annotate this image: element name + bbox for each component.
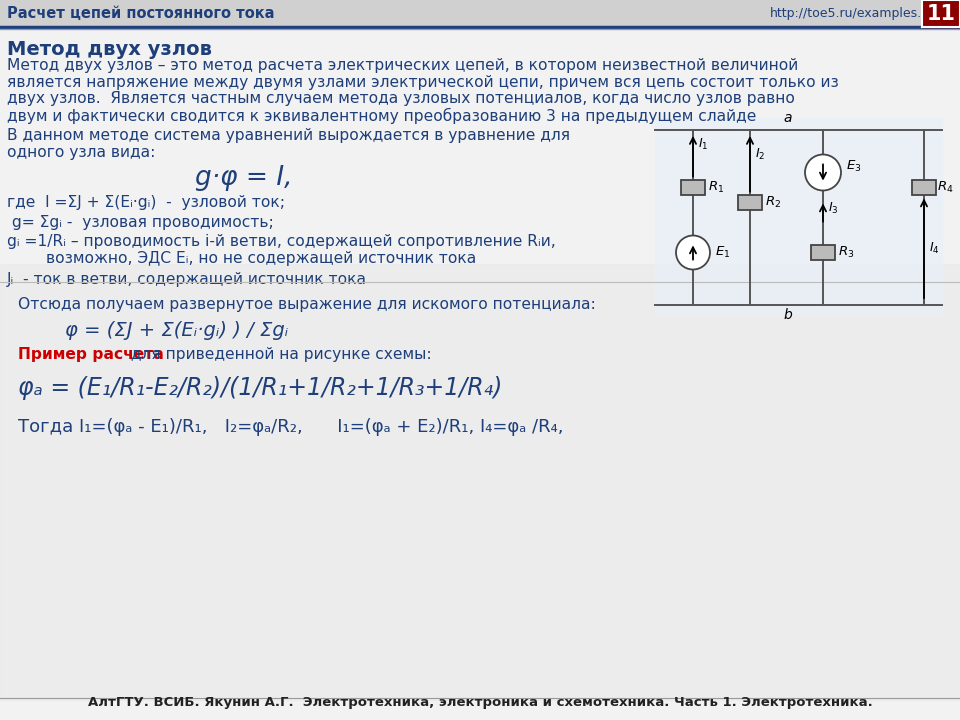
Text: Тогда I₁=(φₐ - E₁)/R₁,   I₂=φₐ/R₂,      I₁=(φₐ + E₂)/R₁, I₄=φₐ /R₄,: Тогда I₁=(φₐ - E₁)/R₁, I₂=φₐ/R₂, I₁=(φₐ … — [18, 418, 564, 436]
Bar — [912, 180, 936, 195]
Text: двум и фактически сводится к эквивалентному преобразованию 3 на предыдущем слайд: двум и фактически сводится к эквивалентн… — [7, 107, 756, 124]
Text: где  I =ΣJ + Σ(Eᵢ·gᵢ)  -  узловой ток;: где I =ΣJ + Σ(Eᵢ·gᵢ) - узловой ток; — [7, 195, 285, 210]
Text: $I_3$: $I_3$ — [828, 201, 839, 216]
Text: g= Σgᵢ -  узловая проводимость;: g= Σgᵢ - узловая проводимость; — [7, 215, 274, 230]
Text: является напряжение между двумя узлами электрической цепи, причем вся цепь состо: является напряжение между двумя узлами э… — [7, 74, 839, 89]
Text: $R_4$: $R_4$ — [937, 180, 953, 195]
Text: $R_3$: $R_3$ — [838, 245, 854, 260]
Text: $I_1$: $I_1$ — [698, 138, 708, 153]
Bar — [681, 180, 705, 195]
Text: http://toe5.ru/examples.php: http://toe5.ru/examples.php — [770, 6, 946, 19]
Text: $R_1$: $R_1$ — [708, 180, 724, 195]
Bar — [922, 0, 960, 27]
Bar — [0, 0, 960, 26]
Text: gᵢ =1/Rᵢ – проводимость i-й ветви, содержащей сопротивление Rᵢи,: gᵢ =1/Rᵢ – проводимость i-й ветви, содер… — [7, 234, 556, 249]
Text: возможно, ЭДС Eᵢ, но не содержащей источник тока: возможно, ЭДС Eᵢ, но не содержащей источ… — [7, 251, 476, 266]
Text: 11: 11 — [926, 4, 955, 24]
Bar — [655, 118, 942, 313]
Text: $I_4$: $I_4$ — [929, 240, 940, 256]
Text: $R_2$: $R_2$ — [765, 195, 781, 210]
Text: b: b — [783, 308, 792, 322]
Circle shape — [805, 155, 841, 191]
Text: Метод двух узлов – это метод расчета электрических цепей, в котором неизвестной : Метод двух узлов – это метод расчета эле… — [7, 58, 799, 73]
Text: Отсюда получаем развернутое выражение для искомого потенциала:: Отсюда получаем развернутое выражение дл… — [18, 297, 596, 312]
Text: В данном методе система уравнений вырождается в уравнение для: В данном методе система уравнений вырожд… — [7, 128, 570, 143]
Text: АлтГТУ. ВСИБ. Якунин А.Г.  Электротехника, электроника и схемотехника. Часть 1. : АлтГТУ. ВСИБ. Якунин А.Г. Электротехника… — [87, 696, 873, 709]
Text: φ = (ΣJ + Σ(Eᵢ·gᵢ) ) / Σgᵢ: φ = (ΣJ + Σ(Eᵢ·gᵢ) ) / Σgᵢ — [65, 321, 288, 340]
Text: g·φ = I,: g·φ = I, — [195, 165, 293, 191]
Text: $E_3$: $E_3$ — [846, 159, 861, 174]
Text: Метод двух узлов: Метод двух узлов — [7, 40, 212, 59]
Text: Пример расчета: Пример расчета — [18, 347, 164, 362]
Circle shape — [676, 235, 710, 269]
Text: Расчет цепей постоянного тока: Расчет цепей постоянного тока — [7, 6, 275, 20]
Text: φₐ = (E₁/R₁-E₂/R₂)/(1/R₁+1/R₂+1/R₃+1/R₄): φₐ = (E₁/R₁-E₂/R₂)/(1/R₁+1/R₂+1/R₃+1/R₄) — [18, 376, 502, 400]
Text: одного узла вида:: одного узла вида: — [7, 145, 156, 160]
Text: $I_2$: $I_2$ — [755, 147, 765, 162]
Bar — [738, 195, 762, 210]
Text: Jᵢ  - ток в ветви, содержащей источник тока: Jᵢ - ток в ветви, содержащей источник то… — [7, 272, 367, 287]
Bar — [0, 264, 960, 700]
Text: для приведенной на рисунке схемы:: для приведенной на рисунке схемы: — [126, 347, 432, 362]
Text: a: a — [783, 111, 792, 125]
Text: двух узлов.  Является частным случаем метода узловых потенциалов, когда число уз: двух узлов. Является частным случаем мет… — [7, 91, 795, 106]
Bar — [811, 245, 835, 260]
Text: $E_1$: $E_1$ — [715, 245, 731, 260]
